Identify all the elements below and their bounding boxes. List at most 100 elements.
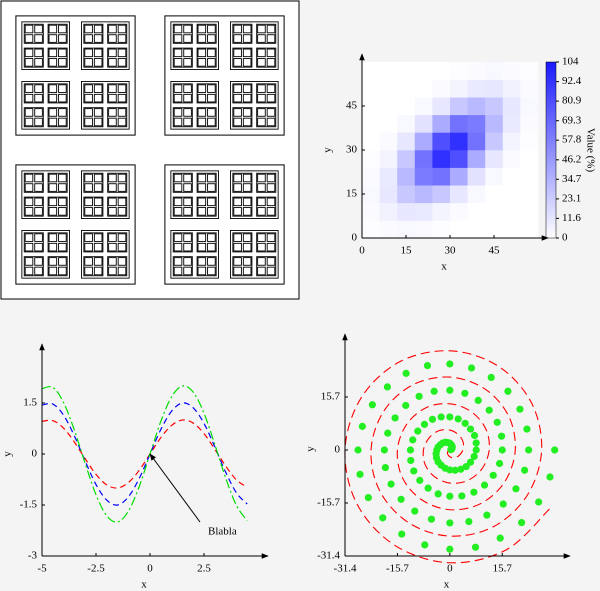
square [84,48,93,58]
square [108,242,117,252]
heat-cell [397,150,416,168]
heat-cell [502,79,521,98]
square [48,233,58,242]
square [117,34,127,43]
square [242,173,252,183]
square [242,48,252,58]
heat-cell [362,202,380,221]
square [93,117,103,127]
square [93,207,103,216]
square [93,58,103,67]
heat-cell [450,132,468,151]
heat-cell [485,202,504,221]
square [58,34,67,43]
y-tick-label: -1.5 [20,499,38,511]
square [117,233,127,242]
heat-cell [362,62,380,80]
scatter-point [407,456,415,465]
square [48,48,58,58]
y-tick-label: -31.4 [317,550,340,562]
heat-cell [467,62,486,80]
line-series [41,419,248,489]
heat-cell [397,62,416,80]
x-tick-label: -2.5 [87,563,105,575]
square [93,197,103,207]
heat-cell [379,132,398,151]
scatter-point [518,518,526,527]
scatter-point [368,401,376,409]
heat-cell [502,220,521,239]
colorbar-tick-label: 92.4 [562,75,582,87]
square [93,84,103,93]
heat-cell [450,202,468,221]
square [257,266,266,276]
colorbar-tick-label: 23.1 [562,192,581,204]
heat-cell [362,150,380,168]
square [233,242,242,252]
heat-cell [397,202,416,221]
square [242,24,252,34]
square [93,173,103,183]
heat-cell [379,97,398,116]
scatter-point [471,543,480,551]
x-tick-label: 45 [489,245,501,257]
scatter-point [462,462,470,471]
square [84,183,93,192]
scatter-point [525,446,533,454]
square [242,257,252,266]
square [173,207,183,216]
square [84,34,93,43]
scatter-point [387,480,395,488]
square [58,183,67,192]
square [197,93,207,103]
square [197,242,207,252]
colorbar-tick-label: 46.2 [562,153,581,165]
square [183,58,192,67]
fractal-panel [0,0,300,300]
heat-cell [414,185,433,204]
scatter-point [493,418,501,426]
heat-cell [520,97,539,116]
y-axis-label: y [322,147,334,153]
square [117,93,127,103]
line-series [41,385,248,523]
square [242,117,252,127]
square [257,58,266,67]
square [183,108,192,117]
scatter-point [451,466,459,474]
square [173,34,183,43]
heat-cell [397,185,416,204]
scatter-point [457,465,465,473]
square [233,233,242,242]
heat-cell [414,62,433,80]
heat-cell [362,167,380,186]
square [233,183,242,192]
heat-cell [397,114,416,133]
square [117,84,127,93]
scatter-point [409,436,417,444]
square [84,58,93,67]
square [93,93,103,103]
heat-cell [502,114,521,133]
heat-cell [432,202,451,221]
scatter-point [504,387,512,395]
square [173,242,183,252]
scatter-point [411,507,419,515]
y-tick-label: 0 [352,232,358,244]
square [34,24,43,34]
square [207,34,216,43]
x-axis-label: x [441,261,447,273]
x-tick-label: -31.4 [334,563,357,575]
square [257,257,266,266]
square [84,257,93,266]
scatter-point [472,446,480,454]
scatter-point [424,484,432,492]
heat-cell [485,62,504,80]
y-tick-label: 45 [346,100,358,112]
annotation: Blabla [208,526,237,538]
scatter-point [516,405,524,413]
heat-cell [379,167,398,186]
scatter-point [546,473,554,481]
square [48,207,58,216]
square [197,173,207,183]
